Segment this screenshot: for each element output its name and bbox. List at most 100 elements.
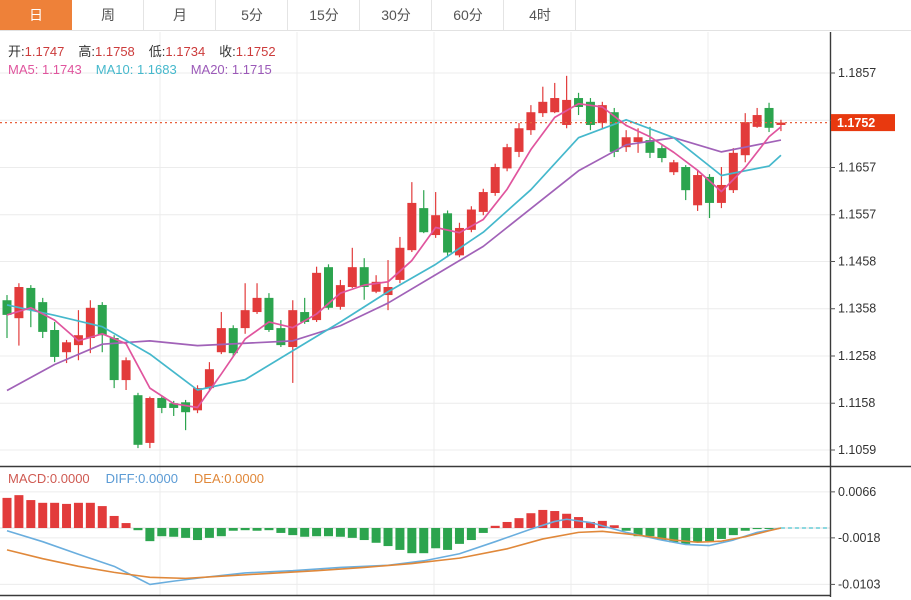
candle-body xyxy=(752,115,762,127)
macd-axis-label: -0.0103 xyxy=(838,577,880,591)
open-value: 1.1747 xyxy=(24,44,65,59)
macd-histogram-bar xyxy=(335,528,345,537)
macd-histogram-bar xyxy=(62,503,72,528)
macd-histogram-bar xyxy=(371,528,381,543)
close-label: 收: xyxy=(219,44,236,59)
candle-body xyxy=(228,328,238,354)
candle-body xyxy=(740,122,750,156)
price-axis-label: 1.1657 xyxy=(838,160,876,174)
diff-value: 0.0000 xyxy=(138,471,178,486)
candle-body xyxy=(371,281,381,292)
candle-body xyxy=(181,402,191,413)
macd-histogram-bar xyxy=(633,528,643,537)
ma5-line xyxy=(6,102,782,409)
ma10-label: MA10: xyxy=(95,62,134,77)
macd-histogram-bar xyxy=(323,528,333,537)
candle-body xyxy=(38,302,48,332)
candle-body xyxy=(454,227,464,256)
candle-body xyxy=(657,148,667,159)
tab-period-30分[interactable]: 30分 xyxy=(360,0,432,30)
tab-period-4时[interactable]: 4时 xyxy=(504,0,576,30)
price-axis-label: 1.1458 xyxy=(838,254,876,268)
candle-body xyxy=(264,297,274,331)
macd-histogram-bar xyxy=(562,513,572,528)
macd-histogram-bar xyxy=(193,528,203,541)
candle-body xyxy=(359,267,369,288)
macd-histogram-bar xyxy=(97,506,107,528)
candle-body xyxy=(669,162,679,173)
candle-body xyxy=(335,285,345,307)
ma20-line xyxy=(6,136,782,392)
macd-histogram-bar xyxy=(597,520,607,528)
candle-body xyxy=(716,184,726,203)
macd-legend: MACD:0.0000 DIFF:0.0000 DEA:0.0000 xyxy=(8,471,264,486)
low-label: 低: xyxy=(148,44,166,59)
macd-histogram-bar xyxy=(252,528,262,531)
macd-histogram-bar xyxy=(359,528,369,541)
tab-period-5分[interactable]: 5分 xyxy=(216,0,288,30)
macd-histogram-bar xyxy=(288,528,298,536)
candle-body xyxy=(14,287,24,319)
ma-legend: MA5: 1.1743 MA10: 1.1683 MA20: 1.1715 xyxy=(8,62,272,77)
diff-line xyxy=(6,518,782,586)
macd-histogram-bar xyxy=(264,528,274,531)
macd-histogram-bar xyxy=(574,517,584,528)
price-axis-label: 1.1557 xyxy=(838,208,876,222)
candle-body xyxy=(609,112,619,152)
price-axis-label: 1.1059 xyxy=(838,443,876,457)
tab-period-月[interactable]: 月 xyxy=(144,0,216,30)
candle-body xyxy=(681,167,691,191)
macd-histogram-bar xyxy=(26,500,36,528)
ma20-label: MA20: xyxy=(190,62,229,77)
candle-body xyxy=(2,300,12,315)
macd-value: 0.0000 xyxy=(49,471,90,486)
dea-value: 0.0000 xyxy=(224,471,265,486)
candle-body xyxy=(705,176,715,203)
candle-body xyxy=(764,107,774,128)
macd-histogram-bar xyxy=(300,528,310,537)
tab-period-60分[interactable]: 60分 xyxy=(432,0,504,30)
macd-histogram-bar xyxy=(38,502,48,528)
candle-body xyxy=(276,328,286,346)
open-label: 开: xyxy=(8,44,25,59)
macd-histogram-bar xyxy=(204,528,214,538)
candle-body xyxy=(109,338,119,381)
candle-body xyxy=(466,209,476,230)
ma20-value: 1.1715 xyxy=(231,62,272,77)
macd-histogram-bar xyxy=(407,528,417,554)
macd-histogram-bar xyxy=(716,528,726,539)
macd-histogram-bar xyxy=(73,502,83,528)
tab-period-周[interactable]: 周 xyxy=(72,0,144,30)
macd-histogram-bar xyxy=(14,495,24,528)
candle-body xyxy=(204,369,214,389)
candle-body xyxy=(585,101,595,125)
candle-body xyxy=(252,297,262,313)
candle-body xyxy=(419,208,429,233)
macd-histogram-bar xyxy=(728,528,738,536)
candle-body xyxy=(550,98,560,113)
macd-histogram-bar xyxy=(538,509,548,528)
macd-histogram-bar xyxy=(764,528,774,529)
macd-histogram-bar xyxy=(216,528,226,537)
dea-line xyxy=(6,527,782,580)
candle-body xyxy=(288,310,298,348)
macd-histogram-bar xyxy=(181,528,191,538)
candle-body xyxy=(728,152,738,191)
candle-body xyxy=(645,140,655,153)
dea-label: DEA: xyxy=(193,471,225,486)
tab-period-日[interactable]: 日 xyxy=(0,0,72,30)
current-price-tag-text: 1.1752 xyxy=(837,116,875,130)
candle-body xyxy=(216,328,226,353)
candle-body xyxy=(478,192,488,212)
ma5-label: MA5: xyxy=(8,62,39,77)
macd-histogram-bar xyxy=(490,525,500,528)
tab-period-15分[interactable]: 15分 xyxy=(288,0,360,30)
price-axis-label: 1.1857 xyxy=(838,66,876,80)
candle-body xyxy=(300,312,310,322)
macd-histogram-bar xyxy=(657,528,667,541)
macd-axis-label: 0.0066 xyxy=(838,485,876,499)
candle-body xyxy=(26,287,36,311)
candle-body xyxy=(50,330,60,357)
